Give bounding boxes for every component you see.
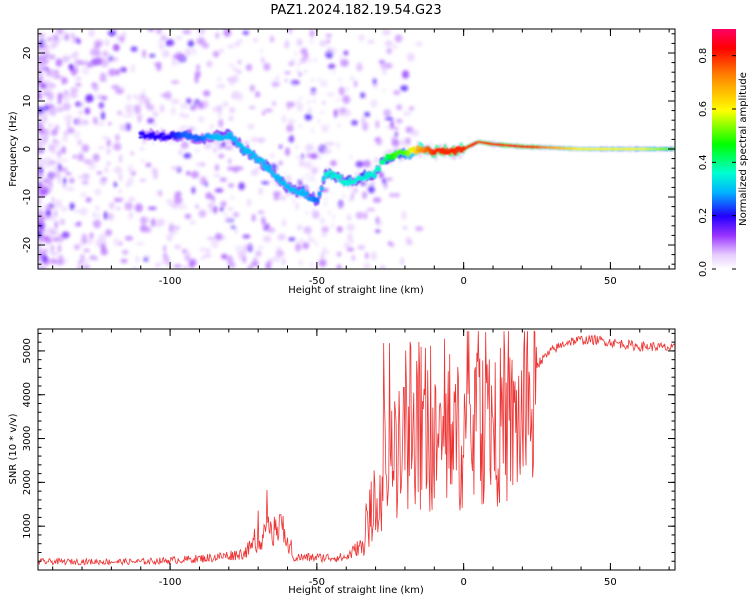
spectrogram-x-label: Height of straight line (km) xyxy=(288,285,424,296)
spectrogram-frame xyxy=(37,28,676,270)
snr-y-tick-label: 2000 xyxy=(22,470,33,495)
spectrogram-y-label: Frequency (Hz) xyxy=(8,111,19,187)
snr-axes: -100 -50 0 50 1000 2000 3000 4000 5000 xyxy=(22,329,675,588)
colorbar-tick-label: 0.0 xyxy=(698,261,709,277)
spectrogram-x-tick-label: 50 xyxy=(604,276,617,287)
colorbar: 0.0 0.2 0.4 0.6 0.8 Normalized spectral ampl… xyxy=(698,29,749,277)
spectrogram-noise xyxy=(38,29,424,269)
colorbar-tick-label: 0.6 xyxy=(698,101,709,117)
spectrogram-y-tick-label: -10 xyxy=(22,189,33,205)
chart-title: PAZ1.2024.182.19.54.G23 xyxy=(270,3,441,18)
spectrogram-x-tick-label: 0 xyxy=(460,276,466,287)
snr-panel: -100 -50 0 50 1000 2000 3000 4000 5000 Height of… xyxy=(8,328,676,596)
snr-y-label: SNR (10 * v/v) xyxy=(8,413,19,484)
spectrogram-x-tick-label: -50 xyxy=(309,276,325,287)
snr-y-tick-label: 5000 xyxy=(22,338,33,363)
colorbar-tick-label: 0.4 xyxy=(698,154,709,170)
colorbar-gradient xyxy=(712,29,736,269)
snr-y-tick-label: 1000 xyxy=(22,513,33,538)
spectrogram-y-tick-label: -20 xyxy=(22,237,33,253)
snr-x-tick-label: -50 xyxy=(309,577,325,588)
snr-x-tick-label: 50 xyxy=(604,577,617,588)
spectrogram-y-tick-label: 10 xyxy=(22,95,33,108)
spectrogram-ridge xyxy=(138,126,675,207)
snr-series-line xyxy=(38,330,675,566)
snr-y-tick-label: 4000 xyxy=(22,382,33,407)
colorbar-label: Normalized spectral amplitude xyxy=(738,72,749,226)
snr-y-tick-label: 3000 xyxy=(22,426,33,451)
spectrogram-y-tick-label: 20 xyxy=(22,47,33,60)
snr-x-label: Height of straight line (km) xyxy=(288,585,424,596)
snr-frame xyxy=(37,328,676,571)
colorbar-tick-label: 0.8 xyxy=(698,48,709,64)
spectrogram-x-tick-label: -100 xyxy=(159,276,182,287)
snr-background xyxy=(38,329,675,570)
snr-x-tick-label: -100 xyxy=(159,577,182,588)
snr-x-tick-label: 0 xyxy=(460,577,466,588)
colorbar-ticks: 0.0 0.2 0.4 0.6 0.8 xyxy=(698,48,736,277)
colorbar-tick-label: 0.2 xyxy=(698,208,709,224)
spectrogram-y-tick-label: 0 xyxy=(22,146,33,152)
